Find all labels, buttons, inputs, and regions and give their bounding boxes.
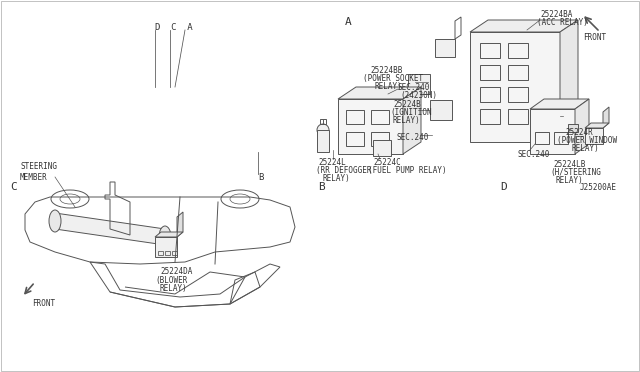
Polygon shape [338,99,403,154]
Text: FRONT: FRONT [32,299,55,308]
Text: 25224B: 25224B [393,99,420,109]
Text: (H/STEERING: (H/STEERING [550,167,601,176]
Bar [158,251,163,255]
Text: 25224BA: 25224BA [540,10,572,19]
Polygon shape [435,39,455,57]
Text: (POWER WINDOW: (POWER WINDOW [557,135,617,144]
Bar [480,43,500,58]
Bar [508,65,528,80]
Bar [508,109,528,124]
Bar [172,251,177,255]
Text: 25224C: 25224C [373,157,401,167]
Polygon shape [585,128,603,144]
Bar [554,132,568,144]
Polygon shape [560,20,578,142]
Polygon shape [338,87,421,99]
Text: SEC.240: SEC.240 [518,150,550,158]
Polygon shape [155,232,183,237]
Polygon shape [568,124,578,132]
Polygon shape [575,99,589,154]
Polygon shape [373,140,391,156]
Polygon shape [530,99,589,109]
Text: RELAY): RELAY) [375,81,403,90]
Bar [320,119,326,124]
Text: J25200AE: J25200AE [580,183,617,192]
Bar [508,87,528,102]
Bar [317,130,329,152]
Bar [480,87,500,102]
Polygon shape [603,107,609,128]
Polygon shape [470,20,578,32]
Text: RELAY): RELAY) [323,173,351,183]
Bar [371,132,389,146]
Bar [508,43,528,58]
Polygon shape [530,109,575,154]
Ellipse shape [159,226,171,248]
Polygon shape [403,87,421,154]
Ellipse shape [49,210,61,232]
Text: SEC.240: SEC.240 [398,83,430,92]
Text: 25224L: 25224L [318,157,346,167]
Text: C: C [10,182,17,192]
Polygon shape [408,74,430,94]
Bar [535,132,549,144]
Polygon shape [470,32,560,142]
Ellipse shape [317,124,329,136]
Text: D  C  A: D C A [155,22,193,32]
Text: B: B [318,182,324,192]
Bar [346,110,364,124]
Text: D: D [500,182,507,192]
Polygon shape [580,102,586,127]
Text: A: A [345,17,352,27]
Text: 25224LB: 25224LB [553,160,586,169]
Text: 25224BB: 25224BB [370,65,403,74]
Polygon shape [560,107,580,127]
Text: RELAY): RELAY) [160,283,188,292]
Text: RELAY): RELAY) [572,144,600,153]
Polygon shape [585,123,609,128]
Text: RELAY): RELAY) [556,176,584,185]
Polygon shape [430,100,452,120]
Text: 25224R: 25224R [565,128,593,137]
Polygon shape [155,237,177,257]
Bar [346,132,364,146]
Bar [165,251,170,255]
Text: B: B [258,173,264,182]
Text: RELAY): RELAY) [393,115,420,125]
Polygon shape [560,102,586,107]
Text: SEC.240: SEC.240 [397,132,429,141]
Text: FRONT: FRONT [584,32,607,42]
Text: (IGNITION: (IGNITION [390,108,431,116]
Bar [480,65,500,80]
Polygon shape [177,212,183,237]
Text: (POWER SOCKET: (POWER SOCKET [363,74,423,83]
Text: (ACC RELAY): (ACC RELAY) [537,17,588,26]
Text: STEERING
MEMBER: STEERING MEMBER [20,162,57,182]
Text: (FUEL PUMP RELAY): (FUEL PUMP RELAY) [368,166,447,174]
Text: (24230N): (24230N) [400,90,437,99]
Text: (BLOWER: (BLOWER [155,276,188,285]
Bar [371,110,389,124]
Text: (RR DEFOGGER: (RR DEFOGGER [316,166,371,174]
Text: 25224DA: 25224DA [160,267,193,276]
Polygon shape [55,213,165,245]
Bar [480,109,500,124]
